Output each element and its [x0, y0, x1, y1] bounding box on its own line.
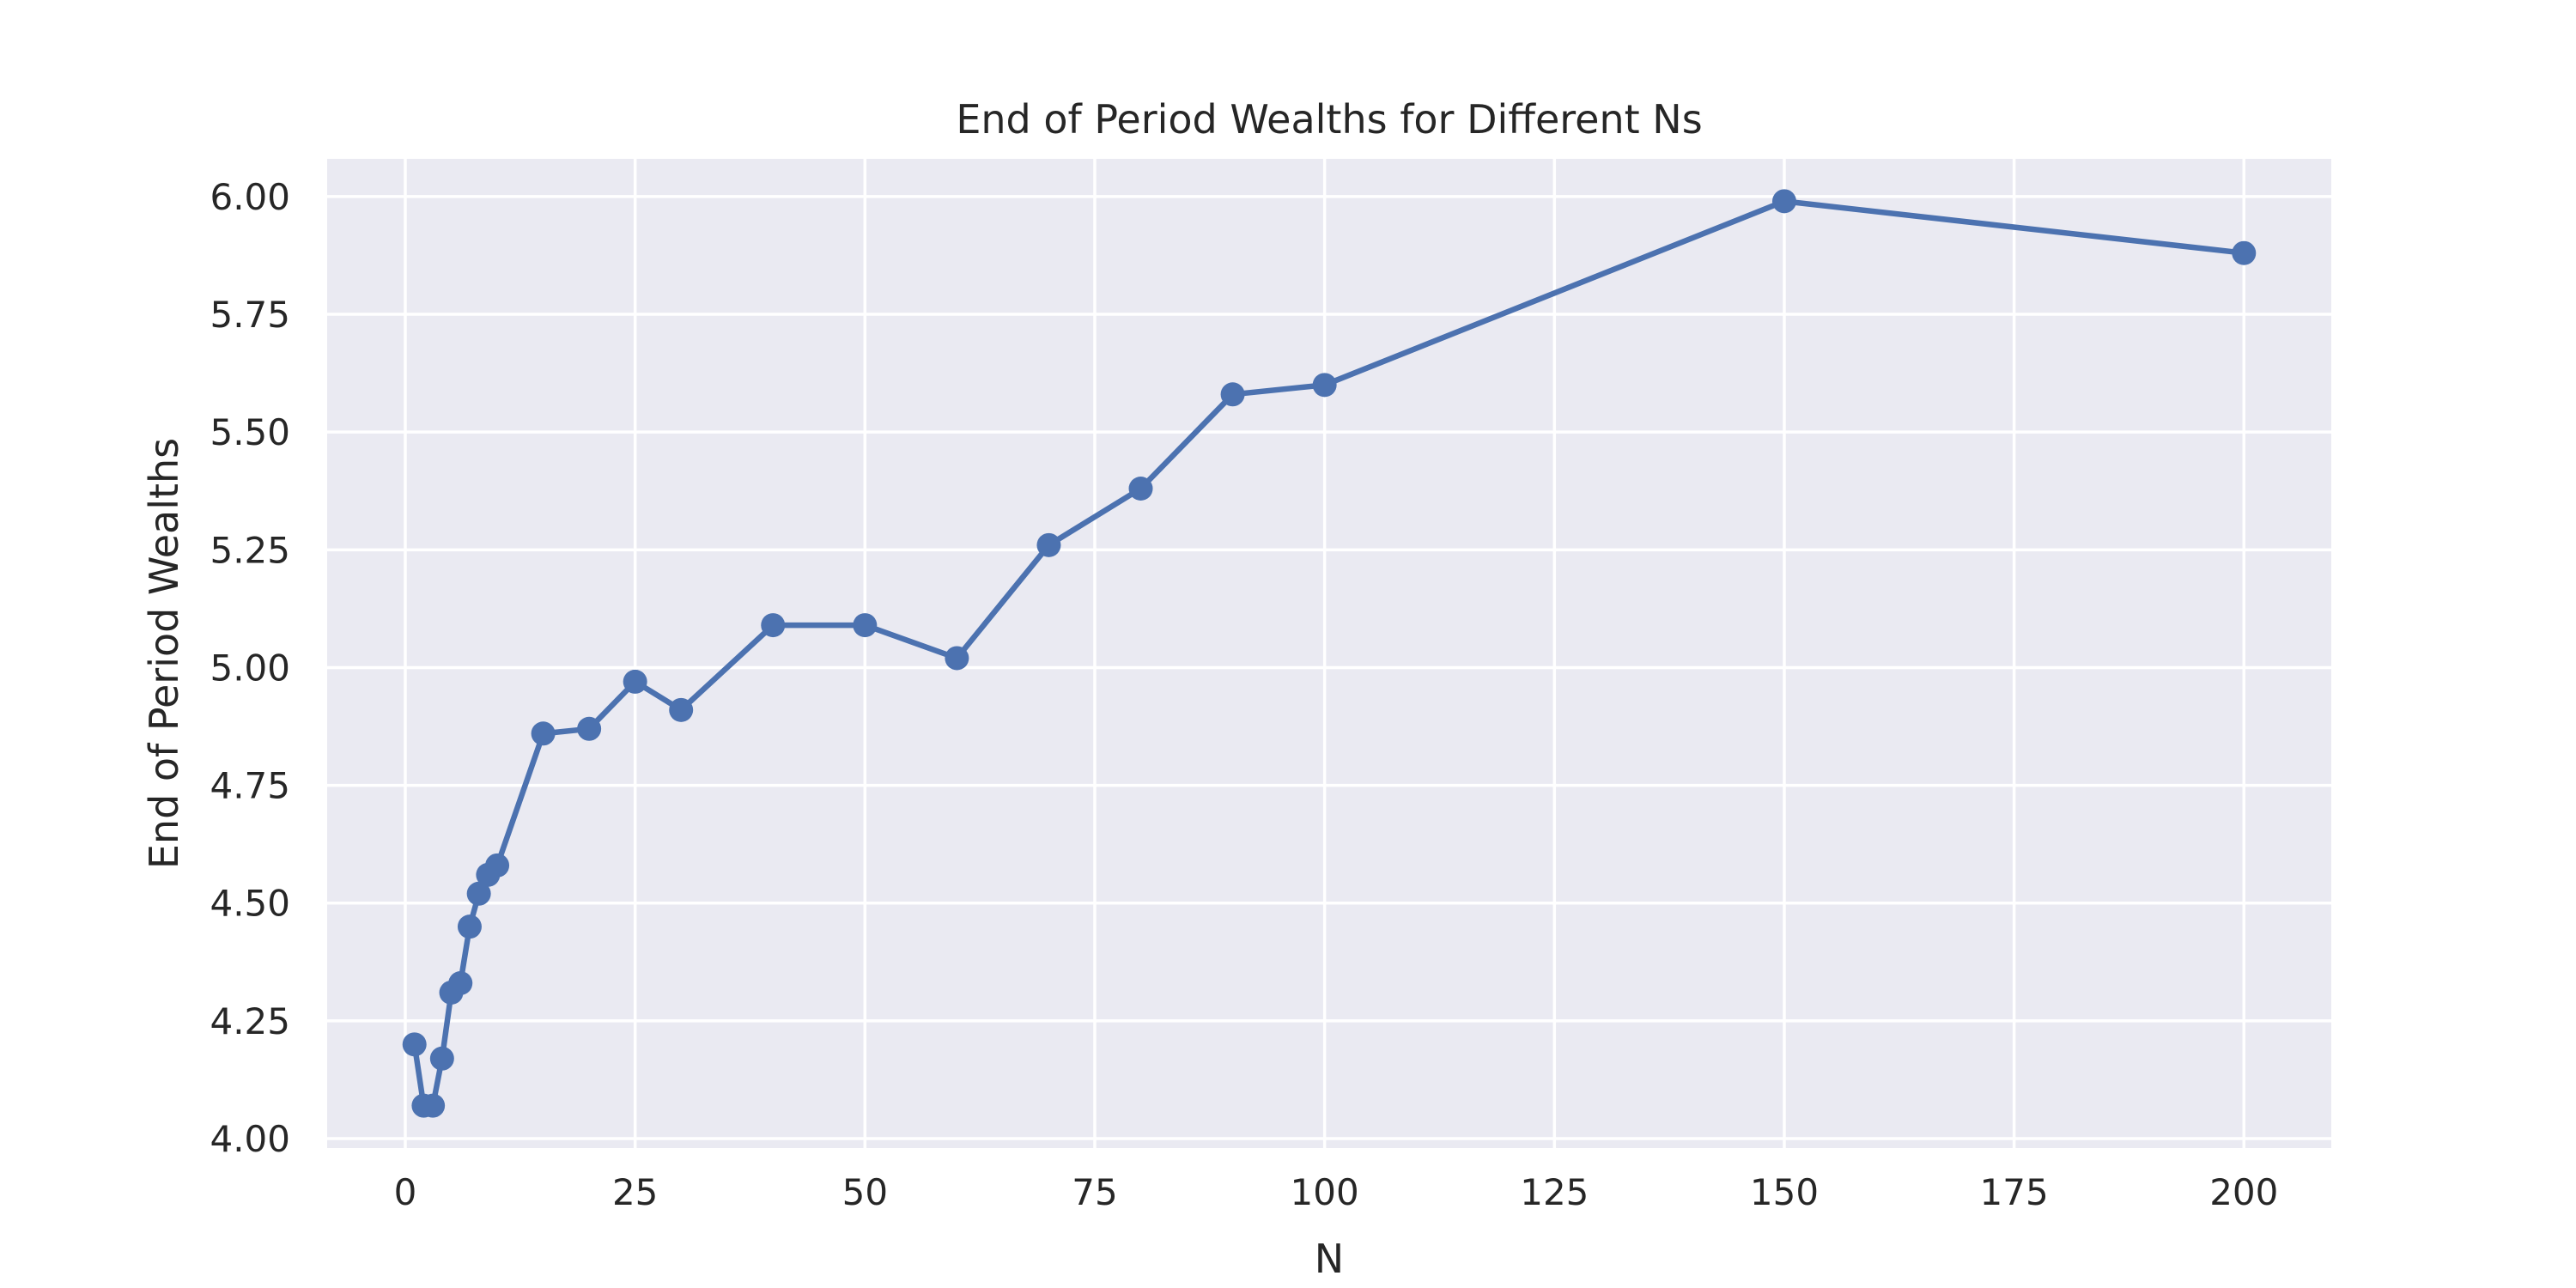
data-point — [1771, 189, 1796, 214]
data-point — [623, 669, 647, 694]
x-tick-label: 0 — [394, 1171, 417, 1213]
y-tick-label: 4.25 — [210, 1000, 290, 1042]
y-tick-label: 4.00 — [210, 1118, 290, 1160]
data-point — [421, 1093, 446, 1118]
y-tick-label: 6.00 — [210, 176, 290, 218]
y-axis-ticks: 4.00 4.25 4.50 4.75 5.00 5.25 5.50 5.75 6.00 — [210, 176, 290, 1160]
x-tick-label: 50 — [842, 1171, 888, 1213]
x-tick-label: 150 — [1750, 1171, 1819, 1213]
y-tick-label: 5.25 — [210, 529, 290, 571]
grid — [327, 159, 2331, 1148]
data-point — [1312, 373, 1337, 398]
data-point — [669, 697, 694, 722]
series-layer — [402, 189, 2257, 1118]
data-point — [945, 646, 969, 671]
data-point — [2232, 240, 2257, 265]
data-point — [1220, 382, 1245, 407]
data-point — [402, 1032, 427, 1057]
x-axis-label: N — [1315, 1236, 1344, 1282]
y-tick-label: 5.75 — [210, 294, 290, 336]
data-point — [761, 613, 786, 638]
x-tick-label: 125 — [1520, 1171, 1589, 1213]
y-tick-label: 5.50 — [210, 411, 290, 453]
data-point — [448, 971, 473, 995]
data-point — [429, 1046, 454, 1071]
y-tick-label: 5.00 — [210, 647, 290, 689]
y-tick-label: 4.75 — [210, 765, 290, 807]
data-point — [577, 716, 602, 741]
plot-area — [327, 159, 2331, 1148]
data-point — [531, 721, 556, 746]
x-axis-ticks: 0 25 50 75 100 125 150 175 200 — [394, 1171, 2279, 1213]
data-point — [466, 881, 491, 906]
chart-title: End of Period Wealths for Different Ns — [956, 96, 1702, 143]
data-point — [457, 914, 482, 939]
data-point — [485, 853, 510, 878]
x-tick-label: 100 — [1291, 1171, 1359, 1213]
y-tick-label: 4.50 — [210, 883, 290, 925]
y-axis-label: End of Period Wealths — [141, 438, 187, 869]
x-tick-label: 175 — [1980, 1171, 2049, 1213]
x-tick-label: 25 — [612, 1171, 658, 1213]
data-point — [853, 613, 878, 638]
x-tick-label: 75 — [1072, 1171, 1117, 1213]
x-tick-label: 200 — [2209, 1171, 2278, 1213]
data-point — [1036, 532, 1061, 557]
data-point — [1128, 477, 1153, 501]
